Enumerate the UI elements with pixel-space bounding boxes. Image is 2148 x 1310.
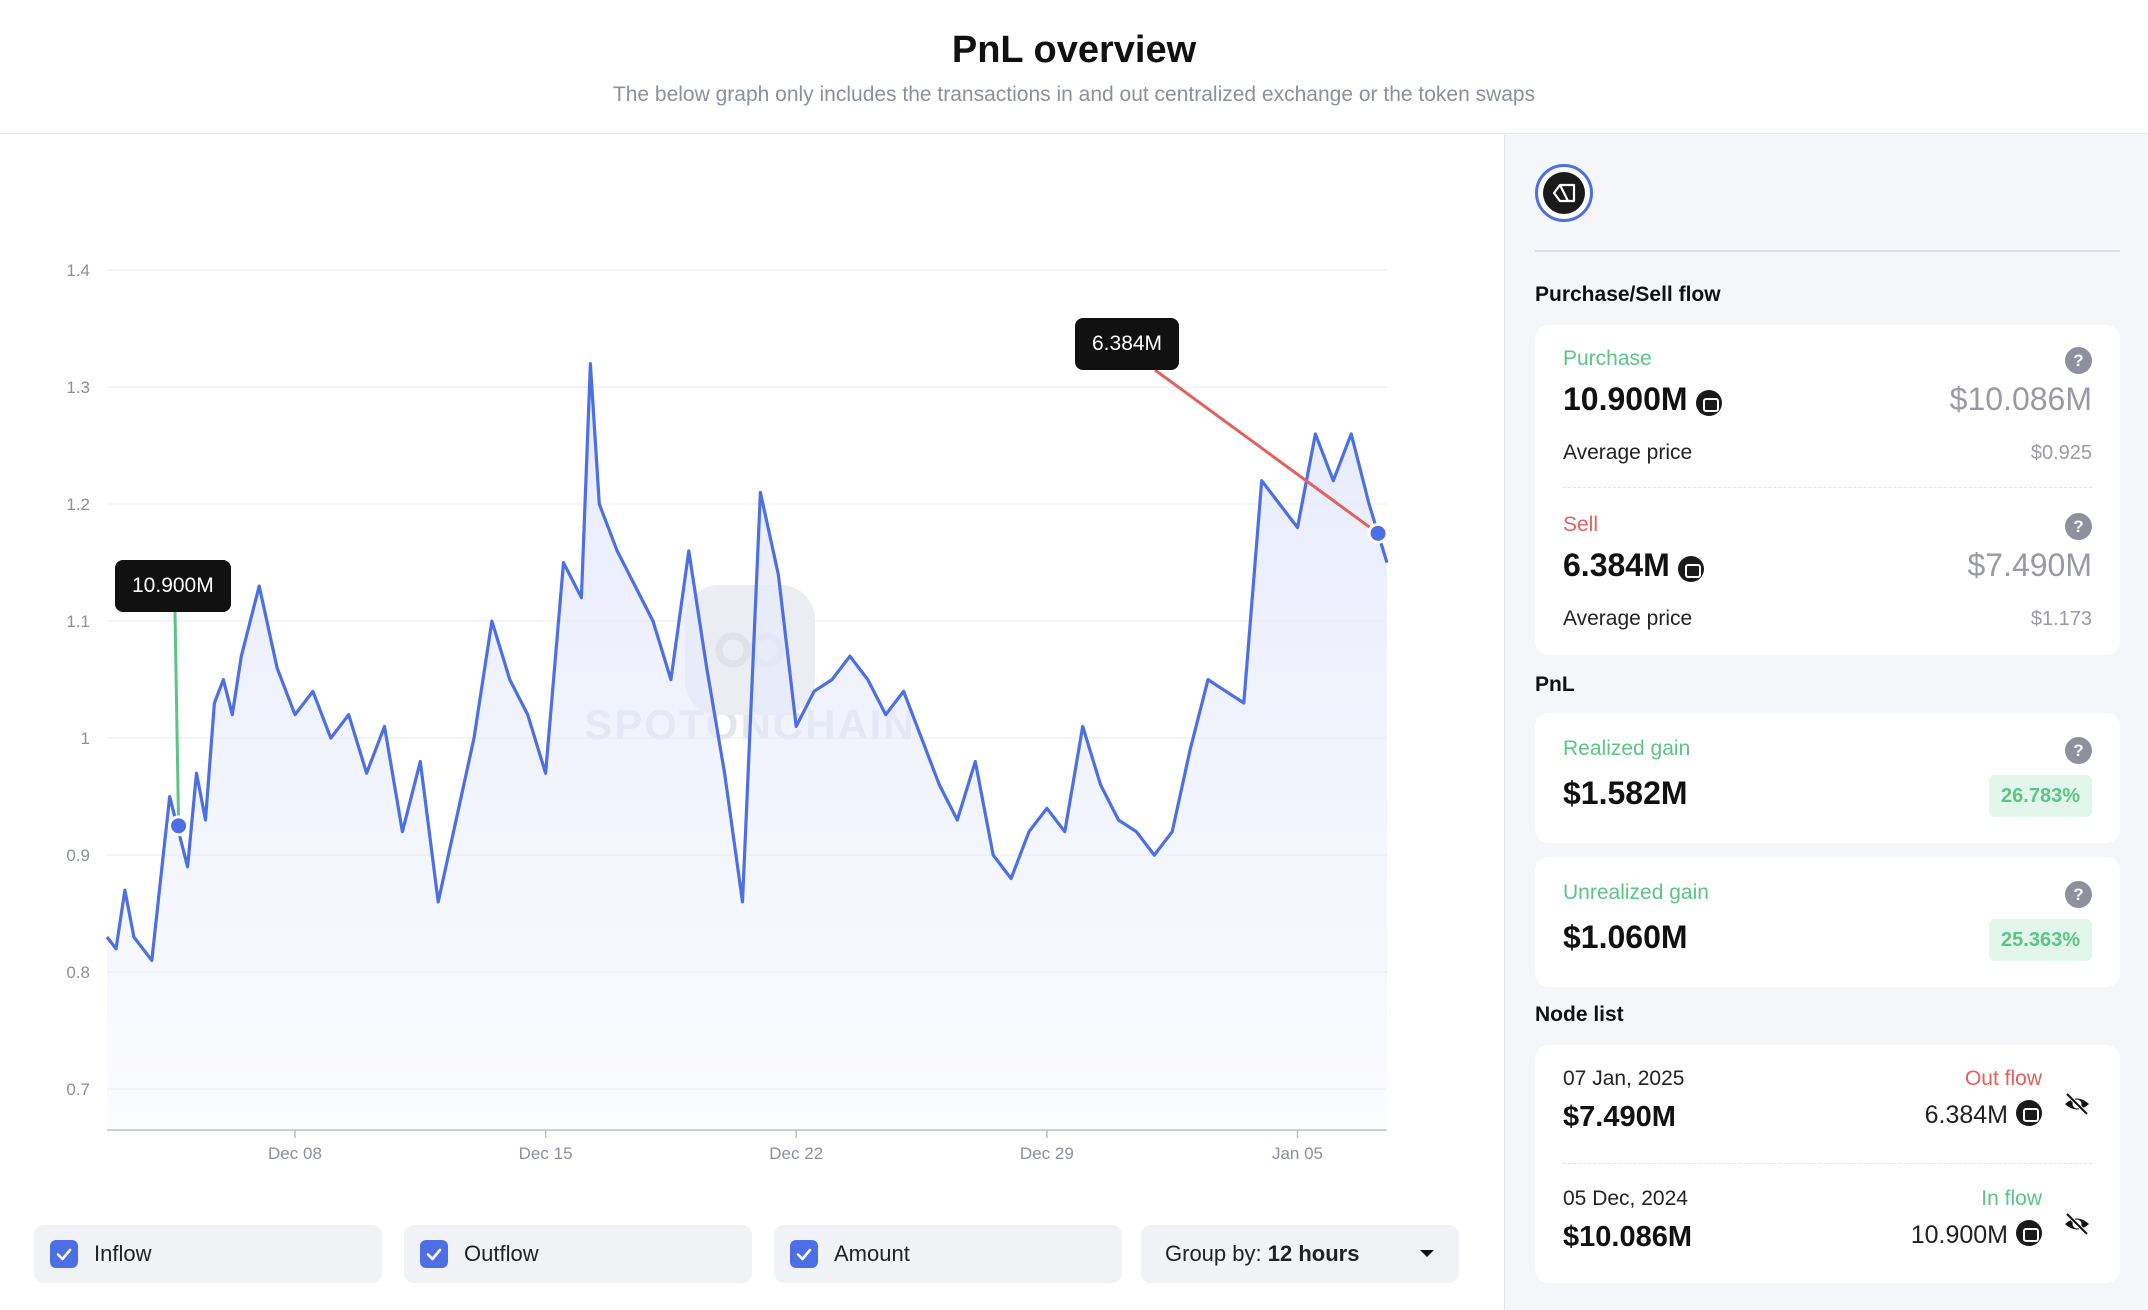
check-icon [796, 1248, 812, 1261]
purchase-usd: $10.086M [1949, 381, 2092, 417]
node-amount-row: 6.384M [1924, 1100, 2042, 1130]
inflow-label: Inflow [94, 1241, 152, 1266]
y-tick-label: 1.1 [66, 612, 90, 631]
node-date: 05 Dec, 2024 [1563, 1187, 1688, 1210]
header: PnL overview The below graph only includ… [0, 0, 2148, 134]
outflow-connector [1154, 368, 1379, 535]
amount-checkbox[interactable] [790, 1240, 818, 1268]
page-title: PnL overview [951, 29, 1197, 71]
outflow-tag: 6.384M [1075, 318, 1180, 370]
node-amount: 10.900M [1910, 1221, 2008, 1249]
y-tick-label: 0.7 [66, 1080, 90, 1099]
purchase-amount-row: 10.900M [1563, 381, 1722, 419]
node-amount-row: 10.900M [1910, 1220, 2042, 1250]
purchase-help-icon[interactable]: ? [2065, 347, 2092, 374]
x-tick-label: Jan 05 [1272, 1144, 1323, 1163]
node-usd: $7.490M [1563, 1101, 1676, 1133]
sell-avg-value: $1.173 [2030, 608, 2092, 630]
realized-value: $1.582M [1563, 775, 1688, 811]
amount-toggle[interactable]: Amount [774, 1225, 1122, 1283]
unrealized-value: $1.060M [1563, 919, 1688, 955]
node-flow: In flow [1981, 1187, 2042, 1210]
purchase-avg-label: Average price [1563, 441, 1693, 464]
purchase-avg-value: $0.925 [2030, 442, 2092, 464]
sell-label: Sell [1563, 513, 1599, 536]
series-area [107, 363, 1387, 1130]
sell-help-icon[interactable]: ? [2065, 513, 2092, 540]
unrealized-help-icon[interactable]: ? [2065, 881, 2092, 908]
amount-label: Amount [834, 1241, 910, 1266]
outflow-toggle[interactable]: Outflow [404, 1225, 752, 1283]
inflow-toggle[interactable]: Inflow [34, 1225, 382, 1283]
check-icon [426, 1248, 442, 1261]
check-icon [56, 1248, 72, 1261]
pnl-chart: 0.7 0.8 0.9 1 1.1 1.2 1.3 1.4 Dec 08 Dec 15 Dec 22… [66, 261, 1389, 1163]
divider [1563, 487, 2092, 488]
chart-controls: Inflow Outflow Amount Group by: 12 hours [34, 1225, 1464, 1285]
inflow-marker [168, 815, 190, 837]
divider [1535, 250, 2120, 252]
group-by-value: 12 hours [1267, 1241, 1360, 1266]
outflow-checkbox[interactable] [420, 1240, 448, 1268]
realized-gain-card: Realized gain ? $1.582M 26.783% [1535, 713, 2120, 843]
purchase-amount: 10.900M [1563, 381, 1688, 417]
eye-off-icon[interactable] [2062, 1089, 2092, 1119]
group-by-select[interactable]: Group by: 12 hours [1141, 1225, 1459, 1283]
realized-pct-badge: 26.783% [1989, 775, 2092, 817]
unrealized-pct-badge: 25.363% [1989, 919, 2092, 961]
purchase-sell-card: Purchase ? 10.900M $10.086M Average pric… [1535, 325, 2120, 655]
unrealized-label: Unrealized gain [1563, 881, 1709, 904]
node-amount: 6.384M [1924, 1101, 2008, 1129]
y-tick-label: 1.2 [66, 495, 90, 514]
realized-help-icon[interactable]: ? [2065, 737, 2092, 764]
token-icon [2016, 1100, 2042, 1127]
group-by-text: Group by: 12 hours [1165, 1241, 1359, 1267]
outflow-label: Outflow [464, 1241, 539, 1266]
sell-usd: $7.490M [1967, 547, 2092, 583]
y-tick-label: 0.8 [66, 963, 90, 982]
node-date: 07 Jan, 2025 [1563, 1067, 1685, 1090]
x-tick-label: Dec 15 [519, 1144, 573, 1163]
pnl-title: PnL [1535, 673, 1575, 696]
inflow-tag: 10.900M [115, 560, 231, 612]
inflow-checkbox[interactable] [50, 1240, 78, 1268]
node-list: 07 Jan, 2025 Out flow $7.490M 6.384M 05 … [1535, 1045, 2120, 1283]
token-icon [1695, 389, 1722, 416]
token-logo-icon [1535, 164, 1593, 222]
purchase-label: Purchase [1563, 347, 1652, 370]
x-tick-label: Dec 08 [268, 1144, 322, 1163]
series-line [105, 362, 1389, 962]
sell-amount-row: 6.384M [1563, 547, 1704, 585]
flow-title: Purchase/Sell flow [1535, 283, 1721, 306]
x-tick-label: Dec 22 [769, 1144, 823, 1163]
node-list-title: Node list [1535, 1003, 1624, 1026]
y-tick-label: 1.4 [66, 261, 90, 280]
sell-amount: 6.384M [1563, 547, 1670, 583]
group-by-prefix: Group by: [1165, 1241, 1262, 1266]
token-icon [1677, 555, 1704, 582]
node-flow: Out flow [1964, 1067, 2042, 1090]
caret-down-icon [1420, 1250, 1434, 1257]
sidebar: Purchase/Sell flow Purchase ? 10.900M $1… [1504, 135, 2148, 1310]
node-usd: $10.086M [1563, 1221, 1692, 1253]
inflow-connector [173, 611, 181, 826]
divider [1563, 1163, 2092, 1164]
chart-area: SPOTONCHAIN 0.7 0.8 0.9 1 1.1 1.2 1.3 1.4 Dec 08… [0, 135, 1504, 1310]
realized-label: Realized gain [1563, 737, 1691, 760]
token-icon [2016, 1220, 2042, 1247]
y-tick-label: 1 [81, 729, 90, 748]
y-tick-label: 0.9 [66, 846, 90, 865]
y-tick-label: 1.3 [66, 378, 90, 397]
sell-avg-label: Average price [1563, 607, 1693, 630]
x-tick-label: Dec 29 [1020, 1144, 1074, 1163]
page-subtitle: The below graph only includes the transa… [612, 83, 1536, 106]
unrealized-gain-card: Unrealized gain ? $1.060M 25.363% [1535, 857, 2120, 987]
eye-off-icon[interactable] [2062, 1209, 2092, 1239]
outflow-marker [1367, 522, 1389, 544]
